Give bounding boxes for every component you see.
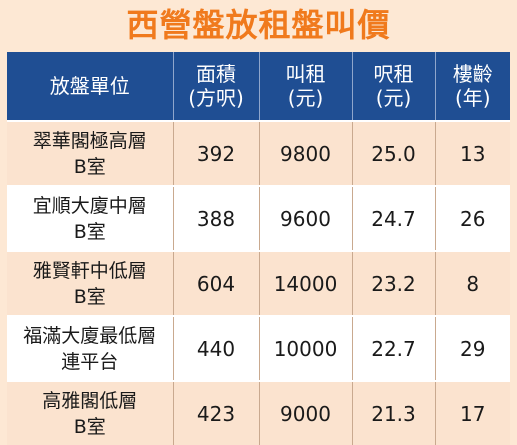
header-rent-unit: (元) <box>287 86 324 110</box>
header-age-label: 樓齡 <box>452 62 493 86</box>
table-header-row: 放盤單位 面積 (方呎) 叫租 (元) 呎租 (元) 樓齡 (年) <box>7 52 510 121</box>
rent-table: 放盤單位 面積 (方呎) 叫租 (元) 呎租 (元) 樓齡 (年) <box>7 52 510 445</box>
unit-cell: 高雅閣低層 B室 <box>7 380 174 445</box>
area-cell: 423 <box>173 380 260 445</box>
per-sqft-cell: 25.0 <box>352 120 436 186</box>
rent-cell: 9800 <box>259 120 353 186</box>
header-per-sqft: 呎租 (元) <box>352 52 436 121</box>
header-age-unit: (年) <box>454 86 491 110</box>
table-row: 福滿大廈最低層 連平台 440 10000 22.7 29 <box>7 315 510 381</box>
unit-room: B室 <box>73 155 106 178</box>
unit-name: 福滿大廈最低層 <box>23 324 157 347</box>
header-area: 面積 (方呎) <box>173 52 260 121</box>
per-sqft-cell: 21.3 <box>352 380 436 445</box>
unit-name: 宜順大廈中層 <box>32 194 147 217</box>
unit-name: 高雅閣低層 <box>42 389 138 412</box>
area-cell: 388 <box>173 185 260 251</box>
age-cell: 13 <box>435 120 510 186</box>
age-cell: 29 <box>435 315 510 381</box>
age-cell: 26 <box>435 185 510 251</box>
unit-cell: 翠華閣極高層 B室 <box>7 120 174 186</box>
rent-cell: 14000 <box>259 250 353 316</box>
header-area-label: 面積 <box>196 62 236 86</box>
unit-room: B室 <box>73 220 106 243</box>
header-rent-label: 叫租 <box>285 62 326 86</box>
rent-cell: 9000 <box>259 380 353 445</box>
per-sqft-cell: 24.7 <box>352 185 436 251</box>
table-row: 宜順大廈中層 B室 388 9600 24.7 26 <box>7 185 510 251</box>
unit-room: 連平台 <box>61 350 119 373</box>
header-rent: 叫租 (元) <box>259 52 353 121</box>
header-age: 樓齡 (年) <box>435 52 510 121</box>
header-area-unit: (方呎) <box>188 86 244 110</box>
unit-room: B室 <box>73 415 106 438</box>
page-title: 西營盤放租盤叫價 <box>126 6 391 44</box>
age-cell: 8 <box>435 250 510 316</box>
header-unit: 放盤單位 <box>7 52 174 121</box>
age-cell: 17 <box>435 380 510 445</box>
unit-name: 雅賢軒中低層 <box>32 259 147 282</box>
area-cell: 440 <box>173 315 260 381</box>
header-unit-label: 放盤單位 <box>49 74 130 98</box>
per-sqft-cell: 22.7 <box>352 315 436 381</box>
rent-cell: 10000 <box>259 315 353 381</box>
table-row: 雅賢軒中低層 B室 604 14000 23.2 8 <box>7 250 510 316</box>
area-cell: 392 <box>173 120 260 186</box>
header-per-sqft-label: 呎租 <box>373 62 414 86</box>
unit-cell: 宜順大廈中層 B室 <box>7 185 174 251</box>
area-cell: 604 <box>173 250 260 316</box>
unit-cell: 福滿大廈最低層 連平台 <box>7 315 174 381</box>
unit-name: 翠華閣極高層 <box>32 129 147 152</box>
table-row: 高雅閣低層 B室 423 9000 21.3 17 <box>7 380 510 445</box>
unit-cell: 雅賢軒中低層 B室 <box>7 250 174 316</box>
table-row: 翠華閣極高層 B室 392 9800 25.0 13 <box>7 120 510 186</box>
rent-cell: 9600 <box>259 185 353 251</box>
header-per-sqft-unit: (元) <box>375 86 412 110</box>
unit-room: B室 <box>73 285 106 308</box>
per-sqft-cell: 23.2 <box>352 250 436 316</box>
